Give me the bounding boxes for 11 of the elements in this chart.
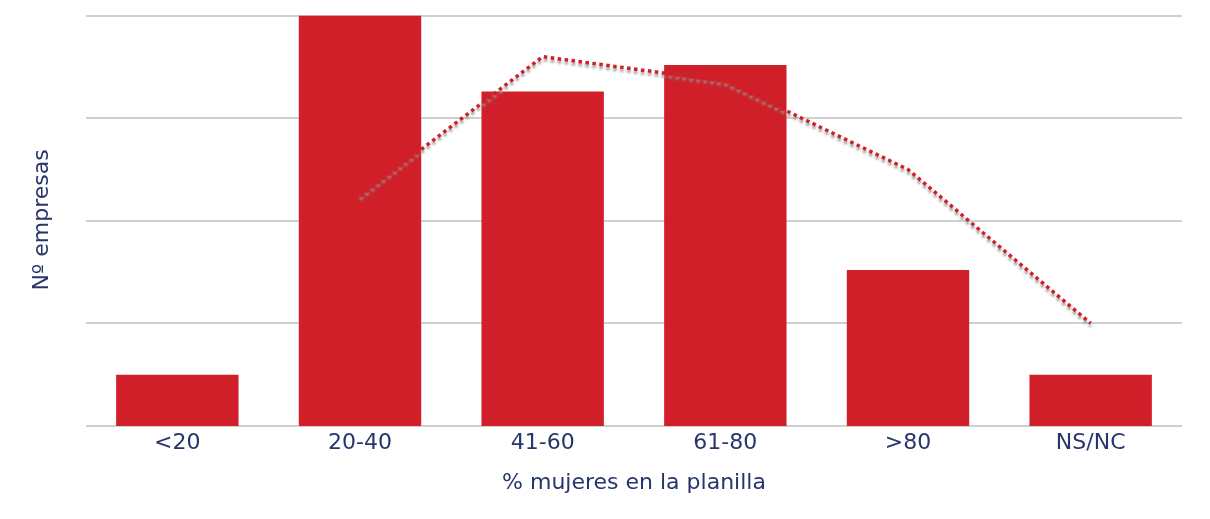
x-tick-label: 61-80 xyxy=(693,429,758,454)
bar xyxy=(1029,374,1152,426)
x-tick-label: >80 xyxy=(884,429,932,454)
x-axis-title: % mujeres en la planilla xyxy=(502,468,766,494)
bar xyxy=(116,374,239,426)
bar xyxy=(846,270,970,426)
y-axis-title: Nº empresas xyxy=(27,149,53,291)
x-tick-label: 41-60 xyxy=(510,429,575,454)
x-tick-label: <20 xyxy=(154,429,201,454)
x-tick-label: 20-40 xyxy=(328,429,392,454)
x-tick-label: NS/NC xyxy=(1055,429,1126,454)
